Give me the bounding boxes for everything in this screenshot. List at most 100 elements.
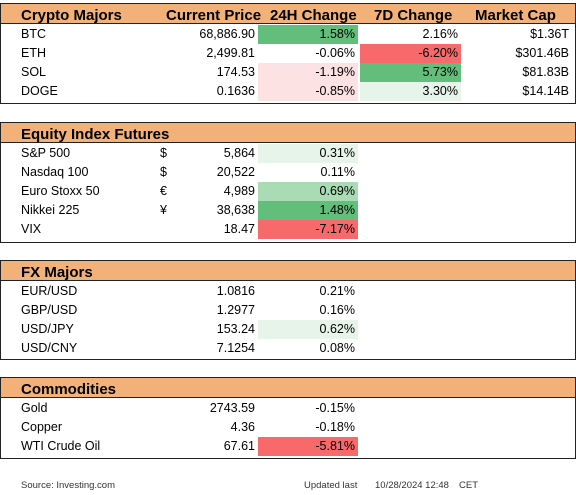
24h-change: 0.69% <box>319 184 355 198</box>
current-price: 1.0816 <box>216 284 255 298</box>
24h-change: 0.31% <box>319 146 355 160</box>
instrument-name: ETH <box>21 46 46 60</box>
24h-change: 1.48% <box>319 203 355 217</box>
table-row: Nikkei 225 ¥38,638 1.48% <box>0 201 576 220</box>
table-row: SOL 174.53 -1.19% 5.73% $81.83B <box>0 63 576 82</box>
table-row: USD/JPY 153.24 0.62% <box>0 320 576 339</box>
table-row: S&P 500 $5,864 0.31% <box>0 144 576 163</box>
footer-updated-label: Updated last <box>304 480 358 491</box>
section-border <box>0 3 1 104</box>
current-price: 4,989 <box>223 184 255 198</box>
7d-change-cell: 5.73% <box>360 63 461 82</box>
instrument-name: GBP/USD <box>21 303 78 317</box>
current-price: 174.53 <box>216 65 255 79</box>
24h-change: 0.16% <box>319 303 355 317</box>
instrument-name: DOGE <box>21 84 58 98</box>
7d-change: 5.73% <box>422 65 458 79</box>
instrument-name: BTC <box>21 27 46 41</box>
current-price: 2,499.81 <box>206 46 255 60</box>
section-border <box>0 122 1 243</box>
currency-symbol: ¥ <box>160 203 167 217</box>
24h-change: 0.11% <box>320 165 355 179</box>
24h-change-cell: -5.81% <box>258 437 358 456</box>
fx-section-title: FX Majors <box>21 264 93 281</box>
crypto-section-title: Crypto Majors <box>21 7 122 24</box>
24h-change-cell: -0.15% <box>258 399 358 418</box>
commodities-section-title: Commodities <box>21 381 117 398</box>
24h-change-cell: 0.16% <box>258 301 358 320</box>
instrument-name: Copper <box>21 420 62 434</box>
fx-bottom-border <box>0 359 576 360</box>
24h-change-cell: 1.58% <box>258 25 358 44</box>
table-row: GBP/USD 1.2977 0.16% <box>0 301 576 320</box>
footer-updated-value: 10/28/2024 12:48 <box>375 480 449 491</box>
table-row: Copper 4.36 -0.18% <box>0 418 576 437</box>
instrument-name: WTI Crude Oil <box>21 439 101 453</box>
instrument-name: Gold <box>21 401 48 415</box>
equity-header-row: Equity Index Futures <box>0 122 576 143</box>
24h-change: -0.15% <box>315 401 355 415</box>
equity-bottom-border <box>0 242 576 243</box>
fx-header-row: FX Majors <box>0 260 576 281</box>
commodities-bottom-border <box>0 458 576 459</box>
table-row: EUR/USD 1.0816 0.21% <box>0 282 576 301</box>
current-price: 20,522 <box>216 165 255 179</box>
current-price: 4.36 <box>230 420 255 434</box>
24h-change-cell: 1.48% <box>258 201 358 220</box>
market-cap: $14.14B <box>522 84 569 98</box>
table-row: Euro Stoxx 50 €4,989 0.69% <box>0 182 576 201</box>
instrument-name: EUR/USD <box>21 284 78 298</box>
7d-change-cell: 3.30% <box>360 82 461 101</box>
current-price: 7.1254 <box>216 341 255 355</box>
7d-change: 2.16% <box>422 27 458 41</box>
7d-change-cell: 2.16% <box>360 25 461 44</box>
table-row: WTI Crude Oil 67.61 -5.81% <box>0 437 576 456</box>
footer: Source: Investing.com Updated last 10/28… <box>0 477 576 495</box>
footer-source: Source: Investing.com <box>21 480 115 491</box>
section-border <box>0 377 1 459</box>
24h-change-cell: 0.62% <box>258 320 358 339</box>
market-cap: $81.83B <box>522 65 569 79</box>
24h-change-column-header: 24H Change <box>270 7 357 24</box>
24h-change-cell: 0.11% <box>258 163 358 182</box>
crypto-header-row: Crypto Majors Current Price 24H Change 7… <box>0 3 576 24</box>
current-price: 1.2977 <box>216 303 255 317</box>
currency-symbol: € <box>160 184 167 198</box>
currency-symbol: $ <box>160 165 167 179</box>
24h-change-cell: 0.08% <box>258 339 358 358</box>
7d-change: 3.30% <box>422 84 458 98</box>
table-row: Gold 2743.59 -0.15% <box>0 399 576 418</box>
instrument-name: Euro Stoxx 50 <box>21 184 100 198</box>
24h-change: 0.08% <box>319 341 355 355</box>
equity-section-title: Equity Index Futures <box>21 126 170 143</box>
24h-change: -0.06% <box>315 46 355 60</box>
24h-change-cell: 0.31% <box>258 144 358 163</box>
24h-change-cell: -1.19% <box>258 63 358 82</box>
commodities-header-row: Commodities <box>0 377 576 398</box>
current-price: 18.47 <box>223 222 255 236</box>
table-row: USD/CNY 7.1254 0.08% <box>0 339 576 358</box>
7d-change-cell: -6.20% <box>360 44 461 63</box>
instrument-name: VIX <box>21 222 42 236</box>
footer-timezone: CET <box>459 480 478 491</box>
24h-change-cell: 0.21% <box>258 282 358 301</box>
instrument-name: Nasdaq 100 <box>21 165 89 179</box>
market-cap: $301.46B <box>515 46 569 60</box>
24h-change-cell: 0.69% <box>258 182 358 201</box>
24h-change: -1.19% <box>315 65 355 79</box>
market-cap: $1.36T <box>530 27 569 41</box>
table-row: ETH 2,499.81 -0.06% -6.20% $301.46B <box>0 44 576 63</box>
section-border <box>0 260 1 360</box>
24h-change: -0.85% <box>315 84 355 98</box>
24h-change: 0.21% <box>319 284 355 298</box>
7d-change-column-header: 7D Change <box>374 7 453 24</box>
table-row: VIX 18.47 -7.17% <box>0 220 576 239</box>
instrument-name: USD/JPY <box>21 322 74 336</box>
instrument-name: S&P 500 <box>21 146 71 160</box>
table-row: Nasdaq 100 $20,522 0.11% <box>0 163 576 182</box>
currency-symbol: $ <box>160 146 167 160</box>
24h-change-cell: -7.17% <box>258 220 358 239</box>
current-price: 5,864 <box>223 146 255 160</box>
24h-change: 1.58% <box>319 27 355 41</box>
